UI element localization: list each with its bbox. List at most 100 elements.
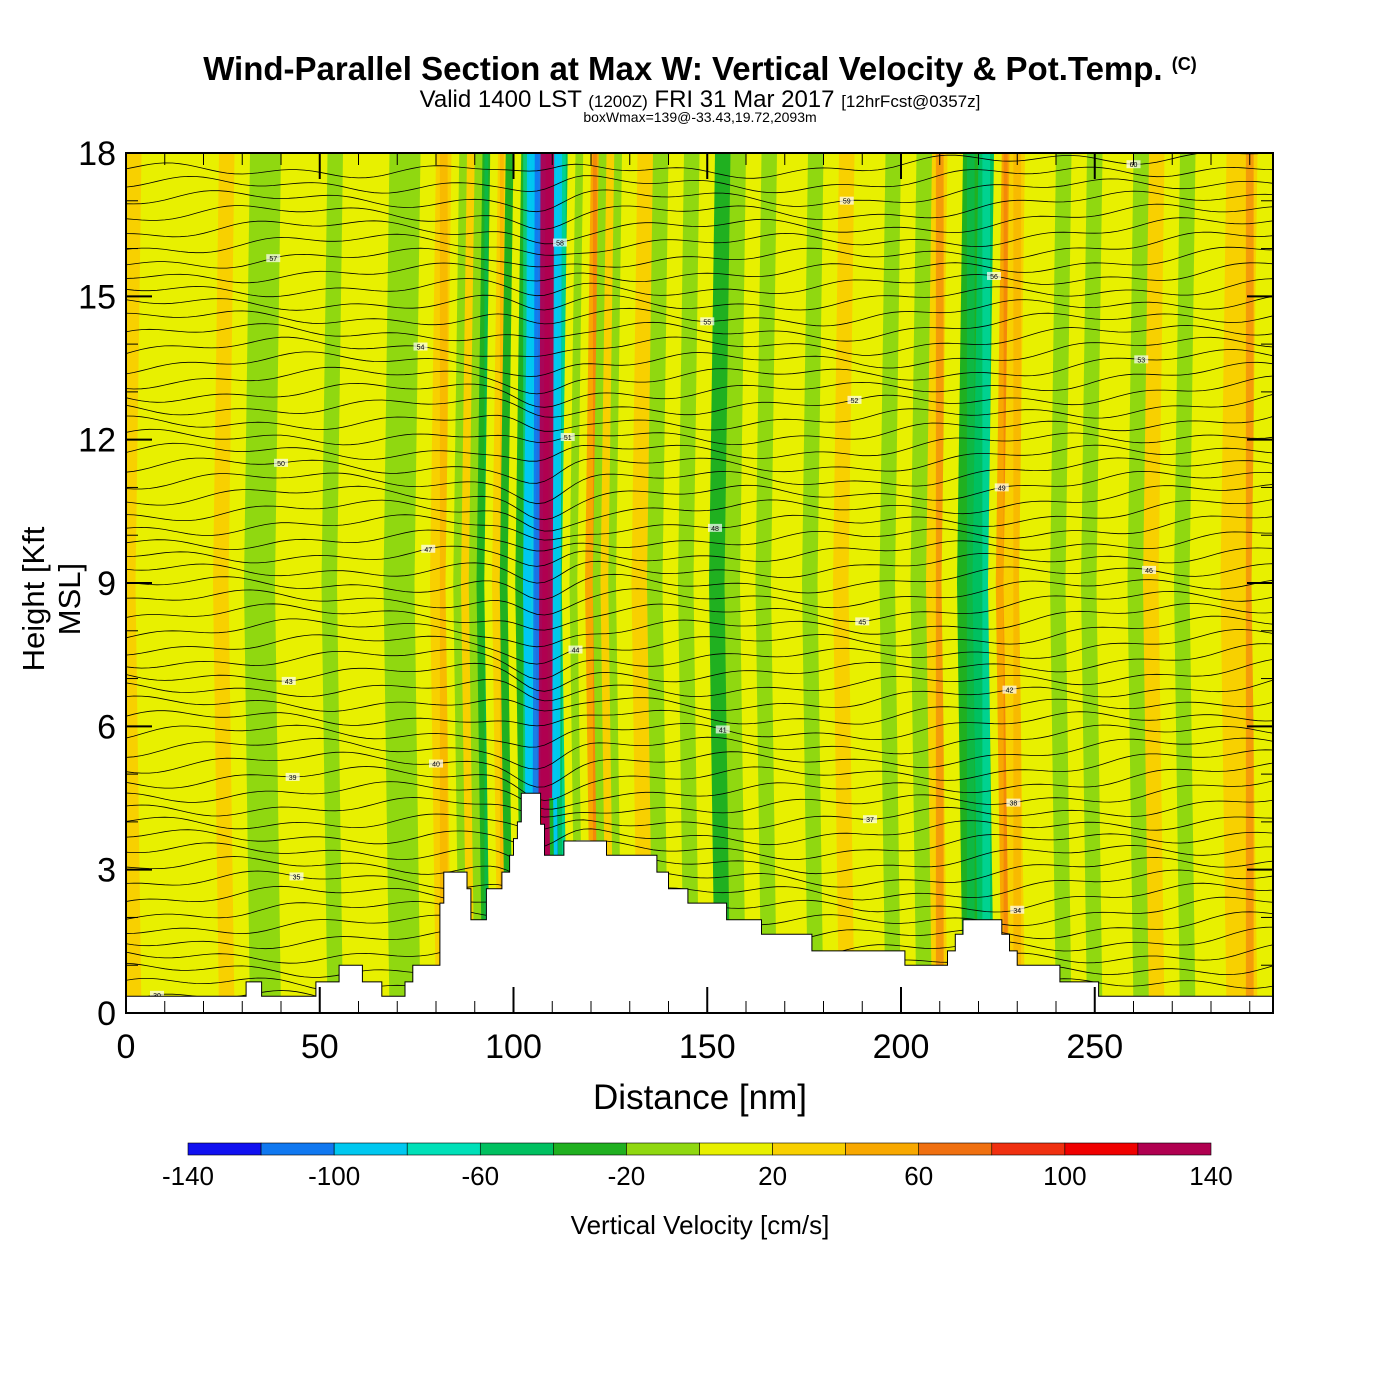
y-tick-label: 15 — [78, 278, 116, 316]
colorbar-swatch — [479, 1142, 554, 1156]
colorbar-swatch — [1137, 1142, 1212, 1156]
theta-contour — [126, 166, 1273, 194]
contour-label-bg — [150, 990, 164, 999]
theta-contour — [126, 515, 1273, 552]
contour-label: 57 — [269, 256, 277, 263]
contour-label: 52 — [851, 398, 859, 405]
contour-label-bg — [421, 544, 436, 553]
theta-contour — [126, 375, 1273, 418]
theta-contour — [126, 869, 1273, 914]
colorbar-tick-label: 100 — [1043, 1161, 1086, 1191]
colorbar-tick-label: 140 — [1189, 1161, 1232, 1191]
contour-label: 49 — [998, 485, 1006, 492]
theta-contour — [126, 393, 1273, 432]
contour-label: 34 — [1013, 908, 1021, 915]
x-tick-label: 50 — [301, 1028, 339, 1066]
theta-contour — [126, 737, 1273, 788]
colorbar-tick-label: -20 — [608, 1161, 646, 1191]
contour-label: 43 — [285, 679, 293, 686]
contour-label: 42 — [1006, 688, 1014, 695]
contour-label: 53 — [1137, 357, 1145, 364]
contour-label: 51 — [564, 435, 572, 442]
contour-label-bg — [1134, 355, 1149, 364]
theta-contour — [126, 679, 1273, 712]
y-axis-label: Height [Kft MSL] — [16, 526, 87, 672]
x-tick-label: 150 — [679, 1028, 736, 1066]
velocity-core — [439, 153, 448, 1013]
copyright-mark: (C) — [1171, 54, 1197, 74]
chart-title: Wind-Parallel Section at Max W: Vertical… — [203, 50, 1197, 87]
contour-label-bg — [553, 238, 567, 247]
velocity-core — [935, 153, 944, 1013]
contour-label: 55 — [703, 319, 711, 326]
colorbar-swatch — [187, 1142, 262, 1156]
contour-label-bg — [700, 317, 715, 326]
contour-label-bg — [285, 772, 300, 781]
colorbar-swatch — [845, 1142, 920, 1156]
contour-label: 40 — [432, 762, 440, 769]
contour-label: 59 — [843, 199, 851, 206]
contour-label: 45 — [858, 619, 866, 626]
contour-label: 44 — [572, 648, 580, 655]
theta-contour — [126, 799, 1273, 831]
theta-contour — [126, 499, 1273, 541]
theta-contour — [126, 217, 1273, 256]
contour-label-bg — [1142, 565, 1156, 574]
contour-label: 41 — [719, 727, 727, 734]
x-tick-label: 100 — [485, 1028, 542, 1066]
theta-contour — [126, 296, 1273, 327]
theta-contour — [126, 749, 1273, 801]
colorbar-swatch — [626, 1142, 700, 1156]
velocity-core — [982, 153, 991, 1013]
theta-contour — [126, 432, 1273, 462]
theta-contour — [126, 711, 1273, 748]
theta-contour — [126, 563, 1273, 600]
theta-contour — [126, 153, 1268, 179]
theta-contour — [126, 590, 1273, 631]
contour-label: 60 — [1130, 162, 1138, 169]
colorbar-swatch — [553, 1142, 627, 1156]
theta-contour — [126, 831, 1273, 868]
contour-label-bg — [289, 872, 304, 881]
colorbar: -140 -100 -60 -20 20 60 100 140 — [162, 1142, 1233, 1191]
theta-contour — [126, 629, 1273, 680]
contour-label-bg — [847, 395, 862, 404]
theta-contour — [126, 278, 1273, 311]
theta-contour — [126, 816, 1273, 849]
velocity-core — [966, 153, 975, 1013]
colorbar-tick-label: -100 — [308, 1161, 360, 1191]
theta-contour — [126, 262, 1273, 298]
theta-contour — [126, 579, 1273, 616]
contour-label-bg — [994, 483, 1009, 492]
colorbar-swatch — [260, 1142, 335, 1156]
contour-label: 47 — [424, 547, 432, 554]
updraft-core — [552, 153, 563, 798]
x-tick-label: 0 — [117, 1028, 136, 1066]
colorbar-tick-label: -60 — [461, 1161, 499, 1191]
colorbar-swatch — [699, 1142, 773, 1156]
contour-label-bg — [1002, 685, 1017, 694]
colorbar-swatch — [333, 1142, 408, 1156]
contour-label: 54 — [417, 345, 425, 352]
y-tick-label: 3 — [97, 852, 116, 890]
contour-label: 37 — [866, 817, 874, 824]
terrain — [125, 792, 1274, 1014]
contour-label-bg — [987, 271, 1001, 280]
theta-contour — [126, 547, 1273, 584]
theta-contour — [126, 643, 1273, 692]
colorbar-swatch — [1064, 1142, 1139, 1156]
contour-label-bg — [839, 196, 854, 205]
theta-contour — [126, 484, 1273, 532]
contour-label: 38 — [1009, 801, 1017, 808]
y-tick-label: 12 — [78, 422, 116, 460]
theta-contour — [126, 325, 1273, 357]
colorbar-tick-label: -140 — [162, 1161, 214, 1191]
contour-label-bg — [863, 815, 877, 824]
theta-contour — [126, 762, 1273, 810]
theta-contour — [126, 361, 1273, 408]
contour-label-bg — [266, 254, 281, 263]
chart-subtitle: Valid 1400 LST (1200Z) FRI 31 Mar 2017 [… — [419, 86, 981, 113]
axes: 0 50 100 150 200 250 0 3 6 9 12 15 18 — [78, 135, 1273, 1066]
x-axis-label: Distance [nm] — [593, 1078, 807, 1117]
colorbar-swatch — [918, 1142, 993, 1156]
